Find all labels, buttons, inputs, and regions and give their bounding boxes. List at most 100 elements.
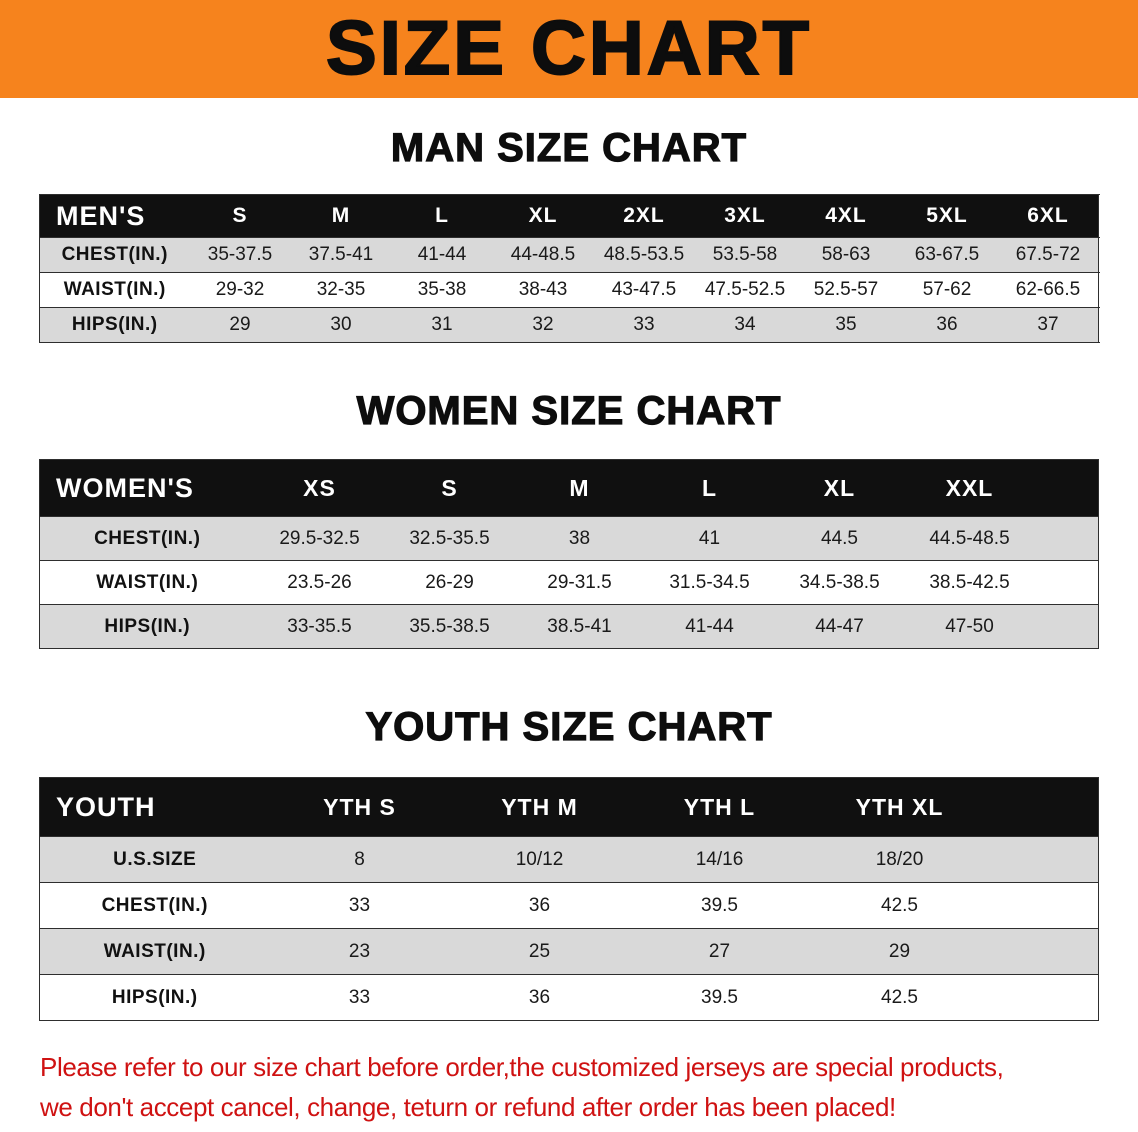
size-value: 23.5-26 <box>254 560 385 605</box>
size-value: 38.5-42.5 <box>904 560 1035 605</box>
size-column-header: XXL <box>904 459 1035 517</box>
size-value: 14/16 <box>629 836 810 883</box>
size-value: 52.5-57 <box>795 272 897 308</box>
size-column-header: 3XL <box>694 194 796 238</box>
table-title-cell: MEN'S <box>39 194 190 238</box>
men-size-section: MAN SIZE CHART MEN'S S M L XL 2XL 3XL 4XL 5XL 6XL… <box>0 125 1138 343</box>
row-label: HIPS(IN.) <box>39 307 190 343</box>
size-value: 58-63 <box>795 237 897 273</box>
size-value: 31 <box>391 307 493 343</box>
table-title-cell: YOUTH <box>39 777 270 837</box>
measurement-row: WAIST(IN.) 23 25 27 29 <box>39 928 1099 975</box>
size-value: 33 <box>269 882 450 929</box>
size-value: 31.5-34.5 <box>644 560 775 605</box>
size-value: 41 <box>644 516 775 561</box>
banner: SIZE CHART <box>0 0 1138 98</box>
size-value: 29 <box>809 928 990 975</box>
size-value: 48.5-53.5 <box>593 237 695 273</box>
size-column-header: XL <box>492 194 594 238</box>
size-column-header: M <box>514 459 645 517</box>
size-value: 43-47.5 <box>593 272 695 308</box>
measurement-row: CHEST(IN.) 33 36 39.5 42.5 <box>39 882 1099 929</box>
row-filler-cell <box>1034 560 1099 605</box>
size-value: 47-50 <box>904 604 1035 649</box>
notice-line-2: we don't accept cancel, change, teturn o… <box>40 1092 896 1122</box>
size-value: 39.5 <box>629 974 810 1021</box>
order-notice: Please refer to our size chart before or… <box>40 1047 1138 1127</box>
table-header-row: YOUTH YTH S YTH M YTH L YTH XL <box>39 777 1099 837</box>
size-value: 33-35.5 <box>254 604 385 649</box>
row-filler-cell <box>1034 604 1099 649</box>
row-label: CHEST(IN.) <box>39 516 255 561</box>
size-value: 10/12 <box>449 836 630 883</box>
size-column-header: YTH XL <box>809 777 990 837</box>
size-value: 37 <box>997 307 1099 343</box>
row-filler-cell <box>989 974 1099 1021</box>
men-section-heading: MAN SIZE CHART <box>390 125 748 170</box>
size-column-header: YTH L <box>629 777 810 837</box>
size-column-header: YTH M <box>449 777 630 837</box>
page-title: SIZE CHART <box>325 6 812 91</box>
youth-size-section: YOUTH SIZE CHART YOUTH YTH S YTH M YTH L YTH… <box>0 704 1138 1021</box>
measurement-row: HIPS(IN.) 33-35.5 35.5-38.5 38.5-41 41-44 44-… <box>39 604 1099 649</box>
header-filler-cell <box>1034 459 1099 517</box>
size-value: 44-48.5 <box>492 237 594 273</box>
size-value: 30 <box>290 307 392 343</box>
size-value: 27 <box>629 928 810 975</box>
size-column-header: 4XL <box>795 194 897 238</box>
size-value: 41-44 <box>391 237 493 273</box>
size-value: 44-47 <box>774 604 905 649</box>
size-value: 29 <box>189 307 291 343</box>
table-header-row: WOMEN'S XS S M L XL XXL <box>39 459 1099 517</box>
size-value: 44.5-48.5 <box>904 516 1035 561</box>
size-value: 38 <box>514 516 645 561</box>
table-header-row: MEN'S S M L XL 2XL 3XL 4XL 5XL 6XL <box>39 194 1099 238</box>
row-filler-cell <box>989 836 1099 883</box>
row-label: WAIST(IN.) <box>39 272 190 308</box>
size-column-header: YTH S <box>269 777 450 837</box>
header-filler-cell <box>989 777 1099 837</box>
row-label: WAIST(IN.) <box>39 560 255 605</box>
measurement-row: HIPS(IN.) 33 36 39.5 42.5 <box>39 974 1099 1021</box>
notice-line-1: Please refer to our size chart before or… <box>40 1052 1004 1082</box>
row-label: CHEST(IN.) <box>39 882 270 929</box>
size-value: 29.5-32.5 <box>254 516 385 561</box>
size-value: 67.5-72 <box>997 237 1099 273</box>
size-value: 42.5 <box>809 974 990 1021</box>
size-column-header: 6XL <box>997 194 1099 238</box>
size-value: 32-35 <box>290 272 392 308</box>
measurement-row: HIPS(IN.) 29 30 31 32 33 34 35 36 37 <box>39 307 1099 343</box>
size-column-header: M <box>290 194 392 238</box>
size-value: 29-31.5 <box>514 560 645 605</box>
size-value: 37.5-41 <box>290 237 392 273</box>
size-value: 35-38 <box>391 272 493 308</box>
women-size-table: WOMEN'S XS S M L XL XXL CHEST(IN.) 29.5-32.5 32.5… <box>39 459 1099 649</box>
size-value: 53.5-58 <box>694 237 796 273</box>
size-value: 26-29 <box>384 560 515 605</box>
men-size-table: MEN'S S M L XL 2XL 3XL 4XL 5XL 6XL CHEST(IN.) 35-37… <box>39 194 1099 343</box>
size-value: 35 <box>795 307 897 343</box>
size-column-header: L <box>644 459 775 517</box>
row-label: CHEST(IN.) <box>39 237 190 273</box>
size-value: 57-62 <box>896 272 998 308</box>
size-column-header: S <box>189 194 291 238</box>
measurement-row: U.S.SIZE 8 10/12 14/16 18/20 <box>39 836 1099 883</box>
row-label: HIPS(IN.) <box>39 974 270 1021</box>
table-title-cell: WOMEN'S <box>39 459 255 517</box>
size-value: 35.5-38.5 <box>384 604 515 649</box>
size-value: 36 <box>896 307 998 343</box>
size-value: 38.5-41 <box>514 604 645 649</box>
row-label: U.S.SIZE <box>39 836 270 883</box>
size-value: 8 <box>269 836 450 883</box>
charts-container: MAN SIZE CHART MEN'S S M L XL 2XL 3XL 4XL 5XL 6XL… <box>0 125 1138 1021</box>
youth-size-table: YOUTH YTH S YTH M YTH L YTH XL U.S.SIZE 8 10/12… <box>39 777 1099 1021</box>
youth-section-heading: YOUTH SIZE CHART <box>365 704 773 749</box>
size-value: 38-43 <box>492 272 594 308</box>
measurement-row: CHEST(IN.) 29.5-32.5 32.5-35.5 38 41 44.5 44.5… <box>39 516 1099 561</box>
row-filler-cell <box>1034 516 1099 561</box>
size-value: 33 <box>269 974 450 1021</box>
size-value: 41-44 <box>644 604 775 649</box>
row-label: HIPS(IN.) <box>39 604 255 649</box>
measurement-row: CHEST(IN.) 35-37.5 37.5-41 41-44 44-48.5 48.5… <box>39 237 1099 273</box>
